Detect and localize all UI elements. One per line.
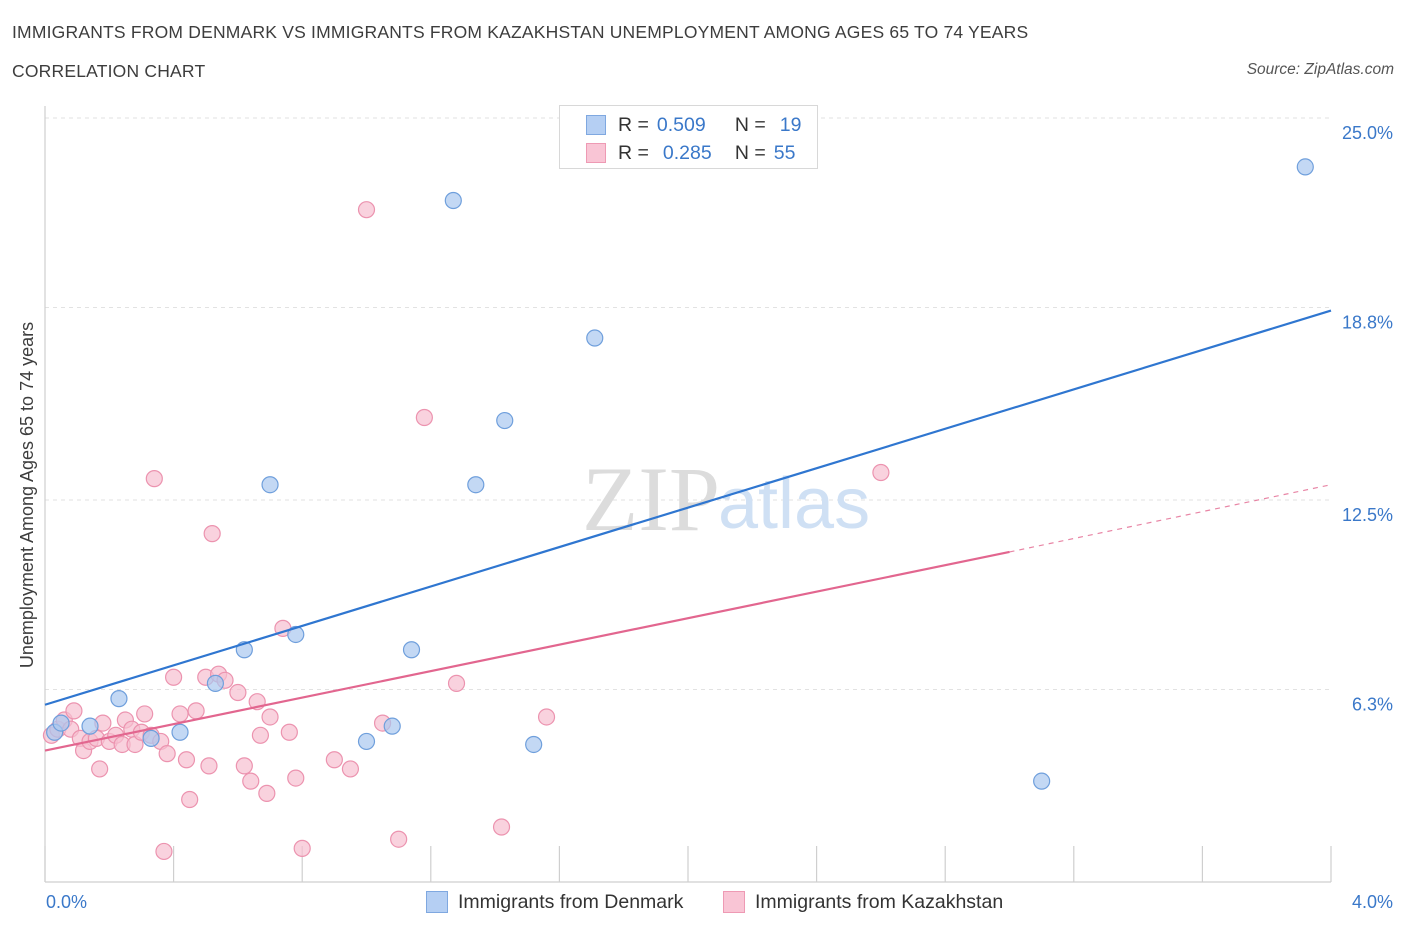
chart-title: IMMIGRANTS FROM DENMARK VS IMMIGRANTS FR… — [12, 22, 1029, 42]
chart-subtitle: CORRELATION CHART — [12, 61, 206, 81]
point-kazakhstan — [872, 463, 890, 482]
point-denmark — [171, 723, 189, 741]
correlation-legend: R = 0.509 N = 19 R = 0.285 N = 55 — [559, 105, 818, 169]
point-kazakhstan — [158, 745, 176, 763]
legend-row-kazakhstan: R = 0.285 N = 55 — [586, 141, 795, 165]
x-tick-label: 0.0% — [46, 892, 87, 912]
point-denmark — [444, 191, 462, 210]
point-denmark — [110, 690, 128, 708]
point-kazakhstan — [65, 702, 83, 720]
point-kazakhstan — [261, 708, 279, 726]
point-denmark — [586, 329, 604, 347]
axes — [44, 106, 1332, 883]
point-kazakhstan — [293, 839, 311, 857]
legend-n-value: 19 — [779, 113, 802, 136]
tick-labels: 6.3% 12.5% 18.8% 25.0% 0.0% 4.0% — [46, 123, 1393, 912]
point-kazakhstan — [258, 784, 276, 802]
legend-n-label: N = — [734, 141, 766, 164]
bottom-legend-swatch-denmark — [426, 891, 448, 913]
point-denmark — [52, 714, 70, 732]
point-kazakhstan — [341, 760, 360, 778]
point-kazakhstan — [390, 830, 408, 848]
y-axis-label: Unemployment Among Ages 65 to 74 years — [17, 322, 37, 668]
trend-line-denmark — [44, 309, 1332, 706]
legend-swatch-kazakhstan — [586, 143, 606, 163]
point-kazakhstan — [155, 842, 173, 861]
point-denmark — [467, 476, 485, 494]
point-denmark — [81, 717, 99, 735]
y-tick-label: 6.3% — [1352, 694, 1393, 714]
bottom-legend-label-kazakhstan: Immigrants from Kazakhstan — [755, 890, 1004, 913]
point-kazakhstan — [492, 818, 511, 836]
bottom-legend-swatch-kazakhstan — [723, 891, 745, 913]
x-tick-label: 4.0% — [1352, 892, 1393, 912]
point-denmark — [357, 732, 376, 751]
point-denmark — [383, 717, 401, 735]
point-kazakhstan — [537, 708, 556, 726]
point-denmark — [525, 735, 543, 754]
legend-row-denmark: R = 0.509 N = 19 — [586, 113, 801, 137]
point-kazakhstan — [165, 668, 183, 686]
y-tick-label: 18.8% — [1342, 312, 1393, 332]
watermark-atlas: atlas — [718, 464, 870, 544]
y-tick-label: 12.5% — [1342, 505, 1393, 525]
trend-lines — [44, 309, 1332, 752]
source-label: Source: ZipAtlas.com — [1246, 61, 1394, 78]
legend-r-value: 0.285 — [662, 141, 712, 164]
point-kazakhstan — [242, 772, 260, 790]
point-kazakhstan — [91, 760, 109, 778]
legend-r-label: R = — [618, 113, 649, 136]
point-denmark — [496, 411, 514, 430]
point-kazakhstan — [171, 705, 189, 723]
point-denmark — [261, 476, 279, 494]
point-kazakhstan — [251, 726, 270, 744]
point-kazakhstan — [136, 705, 154, 723]
point-kazakhstan — [280, 723, 298, 741]
point-kazakhstan — [145, 470, 163, 488]
point-kazakhstan — [235, 757, 253, 775]
point-kazakhstan — [287, 769, 305, 787]
point-denmark — [1033, 772, 1051, 790]
legend-swatch-denmark — [586, 115, 606, 135]
point-kazakhstan — [357, 201, 376, 219]
trend-line-kazakhstan-extension — [1009, 484, 1332, 553]
point-kazakhstan — [325, 751, 343, 769]
point-kazakhstan — [181, 790, 199, 809]
trend-line-kazakhstan — [44, 550, 1010, 752]
legend-n-value: 55 — [773, 141, 796, 164]
point-kazakhstan — [203, 525, 221, 543]
point-kazakhstan — [229, 683, 247, 702]
point-denmark — [402, 641, 421, 659]
point-kazakhstan — [447, 674, 466, 692]
grid-lines — [45, 117, 1331, 690]
point-denmark — [206, 674, 224, 692]
legend-r-value: 0.509 — [656, 113, 706, 136]
legend-n-label: N = — [734, 113, 766, 136]
point-kazakhstan — [415, 408, 433, 427]
bottom-legend-kazakhstan: Immigrants from Kazakhstan — [723, 889, 1003, 915]
bottom-legend-denmark: Immigrants from Denmark — [426, 889, 683, 915]
point-kazakhstan — [177, 751, 196, 769]
legend-r-label: R = — [618, 141, 649, 164]
point-denmark — [287, 625, 305, 644]
y-tick-label: 25.0% — [1342, 123, 1393, 143]
point-kazakhstan — [187, 702, 205, 720]
point-denmark — [142, 729, 160, 747]
point-kazakhstan — [200, 757, 218, 775]
bottom-legend-label-denmark: Immigrants from Denmark — [458, 890, 684, 913]
point-denmark — [1296, 158, 1314, 176]
